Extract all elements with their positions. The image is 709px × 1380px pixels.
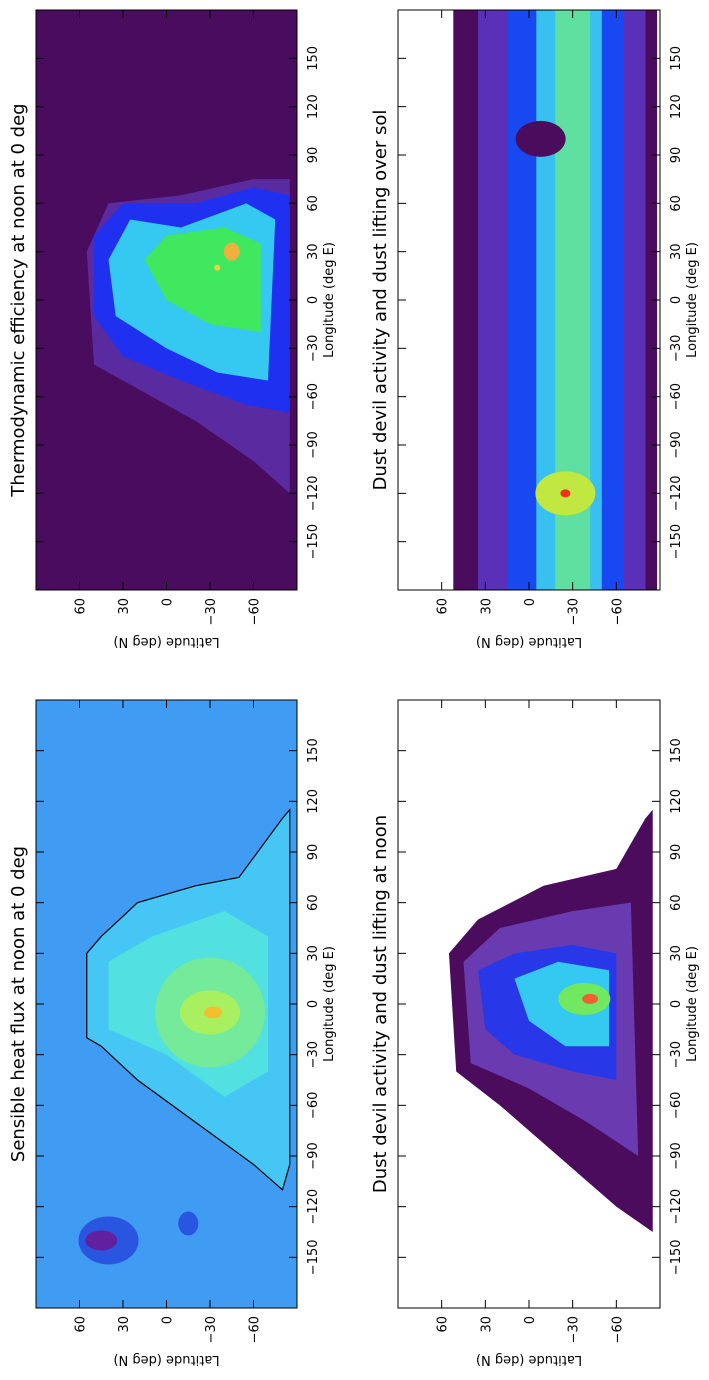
x-tick-label: 150 — [669, 738, 684, 763]
y-tick-label: 0 — [523, 598, 538, 606]
y-tick-label: −60 — [248, 598, 263, 625]
panel-title: Thermodynamic efficiency at noon at 0 de… — [8, 103, 29, 497]
x-tick-label: −150 — [306, 524, 321, 560]
y-axis-label: Latitude (deg N) — [113, 634, 219, 649]
x-tick-label: −30 — [669, 1041, 684, 1068]
x-tick-label: 30 — [306, 945, 321, 962]
y-tick-label: 30 — [117, 598, 132, 615]
x-tick-label: −150 — [669, 1239, 684, 1275]
x-tick-label: 0 — [669, 1000, 684, 1008]
y-tick-label: −30 — [567, 1316, 582, 1343]
x-tick-label: 60 — [306, 894, 321, 911]
x-tick-label: −60 — [306, 1092, 321, 1119]
y-tick-label: −60 — [610, 1316, 625, 1343]
x-tick-label: 90 — [669, 844, 684, 861]
y-tick-label: −30 — [204, 1316, 219, 1343]
x-tick-label: −90 — [306, 431, 321, 458]
contour-region — [214, 264, 221, 271]
y-tick-label: 0 — [161, 1316, 176, 1324]
x-tick-label: 90 — [306, 844, 321, 861]
y-tick-label: 30 — [479, 598, 494, 615]
x-tick-label: 30 — [669, 945, 684, 962]
x-tick-label: 90 — [306, 147, 321, 164]
x-tick-label: 60 — [306, 195, 321, 212]
x-tick-label: 120 — [306, 94, 321, 119]
y-tick-label: 30 — [117, 1316, 132, 1333]
rotated-figure: Sensible heat flux at noon at 0 deg −150 −… — [8, 9, 700, 1367]
x-tick-label: 60 — [669, 195, 684, 212]
x-tick-label: 0 — [669, 296, 684, 304]
contour-region — [223, 242, 240, 261]
contour-region — [85, 1230, 118, 1251]
x-tick-label: 120 — [669, 789, 684, 814]
x-tick-label: −30 — [306, 1041, 321, 1068]
y-axis-label: Latitude (deg N) — [476, 1352, 582, 1367]
x-tick-label: −120 — [306, 1189, 321, 1225]
x-tick-label: 30 — [306, 243, 321, 260]
panel-title: Sensible heat flux at noon at 0 deg — [8, 846, 29, 1162]
x-tick-label: −90 — [306, 1142, 321, 1169]
contour-region — [560, 489, 571, 498]
x-tick-label: 150 — [306, 738, 321, 763]
x-tick-label: −120 — [306, 475, 321, 511]
panel: Sensible heat flux at noon at 0 deg −150 −… — [8, 699, 337, 1367]
contour-band — [555, 10, 591, 590]
panel: Dust devil activity and dust lifting ove… — [370, 9, 700, 649]
x-tick-label: 90 — [669, 147, 684, 164]
x-tick-label: 0 — [306, 296, 321, 304]
x-tick-label: −90 — [669, 1142, 684, 1169]
x-tick-label: −60 — [669, 1092, 684, 1119]
y-tick-label: −30 — [204, 598, 219, 625]
y-tick-label: −60 — [248, 1316, 263, 1343]
y-tick-label: 30 — [479, 1316, 494, 1333]
panel-title: Dust devil activity and dust lifting at … — [370, 815, 391, 1193]
y-tick-label: −30 — [567, 598, 582, 625]
y-tick-label: 60 — [436, 1316, 451, 1333]
y-tick-label: 0 — [161, 598, 176, 606]
x-axis-label: Longitude (deg E) — [685, 946, 700, 1062]
x-tick-label: −150 — [669, 524, 684, 560]
x-tick-label: −90 — [669, 431, 684, 458]
y-tick-label: 60 — [74, 1316, 89, 1333]
x-tick-label: 120 — [306, 789, 321, 814]
contour-region — [203, 1006, 222, 1019]
x-tick-label: −150 — [306, 1239, 321, 1275]
x-tick-label: 120 — [669, 94, 684, 119]
x-tick-label: −120 — [669, 475, 684, 511]
x-tick-label: −60 — [669, 383, 684, 410]
x-tick-label: 30 — [669, 243, 684, 260]
y-tick-label: 60 — [436, 598, 451, 615]
x-tick-label: 0 — [306, 1000, 321, 1008]
x-tick-label: 60 — [669, 894, 684, 911]
contour-region — [515, 120, 566, 157]
panel: Dust devil activity and dust lifting at … — [370, 699, 700, 1367]
x-axis-label: Longitude (deg E) — [322, 946, 337, 1062]
y-axis-label: Latitude (deg N) — [476, 634, 582, 649]
x-tick-label: −60 — [306, 383, 321, 410]
y-tick-label: −60 — [610, 598, 625, 625]
x-tick-label: −30 — [669, 335, 684, 362]
panel: Thermodynamic efficiency at noon at 0 de… — [8, 9, 337, 649]
x-tick-label: −120 — [669, 1189, 684, 1225]
x-axis-label: Longitude (deg E) — [685, 242, 700, 358]
y-axis-label: Latitude (deg N) — [113, 1352, 219, 1367]
x-tick-label: 150 — [669, 46, 684, 71]
y-tick-label: 60 — [74, 598, 89, 615]
panel-title: Dust devil activity and dust lifting ove… — [370, 110, 391, 491]
contour-region — [582, 993, 599, 1004]
y-tick-label: 0 — [523, 1316, 538, 1324]
x-axis-label: Longitude (deg E) — [322, 242, 337, 358]
contour-region — [178, 1211, 199, 1236]
x-tick-label: −30 — [306, 335, 321, 362]
x-tick-label: 150 — [306, 46, 321, 71]
